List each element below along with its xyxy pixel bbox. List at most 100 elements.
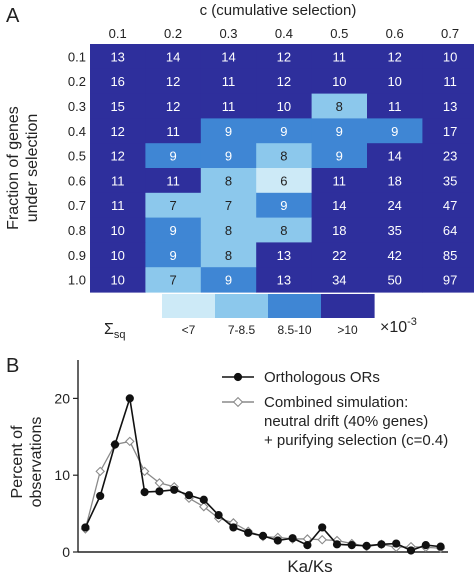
heatmap-cell: [311, 93, 368, 119]
data-point: [170, 485, 179, 494]
legend-marker: [233, 372, 243, 382]
legend-label: + purifying selection (c=0.4): [264, 432, 448, 449]
legend-swatch: [321, 294, 375, 318]
heatmap-y-tick: 1.0: [68, 273, 86, 288]
heatmap-x-tick: 0.6: [386, 26, 404, 41]
heatmap-cell: [367, 192, 423, 219]
legend-marker: [232, 396, 244, 408]
data-point: [110, 440, 120, 449]
heatmap-cell-value: 24: [387, 198, 401, 213]
heatmap-cell: [90, 217, 146, 243]
data-point: [154, 478, 165, 488]
data-point: [199, 495, 208, 504]
heatmap-cell: [367, 143, 423, 169]
data-point: [347, 540, 356, 550]
data-point: [81, 523, 90, 532]
heatmap-x-axis-label: c (cumulative selection): [200, 2, 357, 19]
heatmap-cell: [367, 242, 423, 268]
heatmap-y-tick: 0.1: [68, 49, 86, 64]
heatmap-cell-value: 8: [225, 248, 232, 263]
heatmap-cell: [256, 118, 313, 144]
heatmap-cell-value: 9: [391, 124, 398, 139]
heatmap-cell-value: 35: [387, 223, 401, 238]
heatmap-cell: [422, 242, 474, 268]
heatmap-y-tick: 0.2: [68, 74, 86, 89]
heatmap-cell-value: 35: [443, 173, 457, 188]
data-point: [421, 540, 430, 550]
heatmap-cell-value: 22: [332, 248, 346, 263]
heatmap-cell-value: 12: [277, 49, 291, 64]
panel-b-label: B: [6, 355, 19, 377]
heatmap-cell: [200, 242, 257, 268]
heatmap-y-tick: 0.3: [68, 99, 86, 114]
heatmap-cell: [311, 143, 368, 169]
heatmap-cell: [367, 44, 423, 70]
heatmap-cell-value: 11: [443, 74, 457, 89]
heatmap-cell: [422, 267, 474, 293]
data-point: [199, 501, 209, 512]
legend-bin-label: 8.5-10: [277, 323, 311, 337]
heatmap-cell-value: 85: [443, 248, 457, 263]
heatmap-x-tick: 0.3: [219, 26, 237, 41]
heatmap-y-tick: 0.6: [68, 173, 86, 188]
heatmap-y-tick: 0.8: [68, 223, 86, 238]
heatmap-cell-value: 12: [387, 49, 401, 64]
heatmap-cell-value: 23: [443, 149, 457, 164]
heatmap-cell-value: 8: [280, 149, 287, 164]
heatmap-cell: [311, 68, 368, 95]
heatmap-cell: [200, 192, 257, 219]
y-axis-label-line2: observations: [28, 417, 45, 508]
heatmap-cell-value: 12: [110, 124, 124, 139]
heatmap-cell: [200, 168, 257, 194]
heatmap-cell: [90, 118, 146, 144]
heatmap-cell: [422, 68, 474, 95]
heatmap-y-tick: 0.5: [68, 149, 86, 164]
legend-label: neutral drift (40% genes): [264, 413, 428, 430]
heatmap-cell: [200, 68, 257, 95]
heatmap-cell-value: 9: [225, 149, 232, 164]
heatmap-cell-value: 13: [110, 49, 124, 64]
heatmap-cell: [422, 192, 474, 219]
line-chart-axes: 0 10 20: [54, 360, 448, 560]
heatmap-cell: [422, 44, 474, 70]
heatmap-cell: [145, 68, 202, 95]
heatmap-cell-value: 8: [280, 223, 287, 238]
heatmap-cell-value: 8: [336, 99, 343, 114]
line-chart-legend: Orthologous ORs Combined simulation: neutr…: [222, 369, 448, 449]
heatmap-cell: [256, 143, 313, 169]
legend-bin-label: <7: [182, 323, 196, 337]
data-point: [244, 528, 253, 537]
data-point: [95, 466, 105, 477]
y-tick-label: 10: [54, 467, 70, 483]
data-point: [214, 511, 223, 520]
heatmap-cell-value: 11: [333, 173, 347, 188]
heatmap-cell-value: 18: [387, 173, 401, 188]
heatmap-cell: [90, 68, 146, 95]
heatmap-cell: [145, 93, 202, 119]
heatmap-y-ticks: 0.1 0.2 0.3 0.4 0.5 0.6 0.7 0.8 0.9 1.0: [68, 49, 86, 287]
heatmap-cell-value: 10: [110, 223, 124, 238]
heatmap-x-tick: 0.7: [441, 26, 459, 41]
heatmap-cell-value: 11: [111, 198, 125, 213]
heatmap-cell-value: 14: [387, 149, 401, 164]
heatmap-cell: [311, 192, 368, 219]
heatmap-cell-value: 11: [166, 124, 180, 139]
heatmap-cell: [145, 242, 202, 268]
heatmap-cell: [90, 93, 146, 119]
heatmap-cell: [422, 93, 474, 119]
heatmap-cell-value: 14: [166, 49, 180, 64]
heatmap-cell: [145, 44, 202, 70]
heatmap-cell: [256, 242, 313, 268]
heatmap-cell-value: 12: [277, 74, 291, 89]
data-point: [288, 534, 297, 543]
heatmap-cell-value: 9: [225, 273, 232, 288]
heatmap-cell: [311, 118, 368, 144]
panel-a-label: A: [6, 5, 20, 27]
heatmap-cell: [256, 168, 313, 194]
heatmap-cell: [145, 168, 202, 194]
line-chart-series: [80, 394, 446, 555]
heatmap-cell-value: 10: [443, 49, 457, 64]
heatmap-cell: [256, 68, 313, 95]
heatmap-cell-value: 13: [443, 99, 457, 114]
